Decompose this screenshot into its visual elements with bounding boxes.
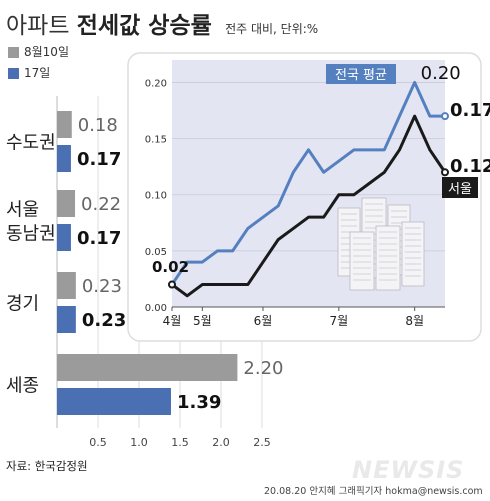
bar-1: [57, 388, 171, 415]
annotation-label: 0.17: [450, 100, 490, 121]
annotation-label: 0.20: [421, 63, 461, 84]
legend-item-aug10: 8월10일: [8, 43, 69, 60]
bar-category-label: 동남권: [6, 224, 56, 245]
bar-value-label: 0.23: [82, 276, 122, 297]
title-light: 아파트: [6, 13, 70, 39]
title-sub: 전주 대비, 단위:%: [225, 22, 319, 36]
line-series-0: [170, 80, 445, 286]
line-series-1: [171, 114, 447, 298]
bar-category-label: 서울: [6, 200, 39, 221]
series-label-national: 전국 평균: [335, 68, 387, 83]
line-xtick-label: 8월: [405, 314, 424, 328]
line-ytick-label: 0.00: [145, 303, 167, 314]
bar-1: [57, 224, 71, 251]
bar-value-label: 0.17: [77, 149, 121, 170]
bar-xtick-label: 1.0: [130, 436, 148, 449]
annotation-label: 0.12: [450, 156, 490, 177]
bar-xtick-label: 1.5: [171, 436, 189, 449]
line-xtick-label: 7월: [329, 314, 348, 328]
line-xtick-label: 4월: [163, 314, 182, 328]
bar-value-label: 1.39: [177, 392, 221, 413]
credit-note: 20.08.20 안지혜 그래픽기자 hokma@newsis.com: [264, 486, 483, 497]
line-ytick-label: 0.10: [145, 191, 167, 202]
line-ytick-label: 0.05: [145, 247, 167, 258]
watermark: NEWSIS: [352, 456, 465, 484]
source-note: 자료: 한국감정원: [6, 459, 88, 473]
title-bold: 전세값 상승률: [76, 13, 212, 39]
line-ytick-label: 0.15: [145, 135, 167, 146]
legend-swatch-aug17: [8, 68, 19, 79]
bar-xtick-label: 2.5: [253, 436, 271, 449]
bar-1: [57, 306, 76, 333]
line-endpoint: [168, 280, 176, 289]
bar-value-label: 0.23: [82, 310, 126, 331]
bar-0: [57, 354, 238, 381]
building-icon: [375, 225, 401, 291]
bar-0: [57, 111, 72, 138]
bar-category-label: 경기: [6, 294, 39, 315]
line-xtick-label: 6월: [254, 314, 273, 328]
bar-category-label: 수도권: [6, 133, 56, 154]
series-label-seoul: 서울: [448, 182, 472, 197]
bar-xtick-label: 0.5: [89, 436, 107, 449]
legend-item-aug17: 17일: [8, 64, 50, 81]
bar-0: [57, 190, 76, 217]
series-label-box-national: [326, 64, 396, 84]
bar-value-label: 2.20: [243, 358, 283, 379]
legend-swatch-aug10: [8, 47, 19, 58]
annotation-label: 0.02: [152, 258, 189, 276]
series-label-box-seoul: [442, 177, 478, 198]
line-ytick-label: 0.20: [145, 78, 167, 89]
bar-xtick-label: 2.0: [212, 436, 230, 449]
bar-1: [57, 145, 71, 172]
legend-label-aug10: 8월10일: [24, 45, 69, 59]
bar-value-label: 0.17: [77, 228, 121, 249]
bar-value-label: 0.18: [78, 115, 118, 136]
bar-category-label: 세종: [6, 376, 39, 397]
line-endpoint: [441, 168, 449, 177]
building-icon: [349, 231, 375, 291]
line-xtick-label: 5월: [193, 314, 212, 328]
bar-value-label: 0.22: [81, 194, 121, 215]
line-endpoint: [441, 112, 449, 121]
chart-title: 아파트 전세값 상승률 전주 대비, 단위:%: [6, 6, 318, 40]
bar-0: [57, 272, 76, 299]
legend-label-aug17: 17일: [24, 66, 51, 80]
